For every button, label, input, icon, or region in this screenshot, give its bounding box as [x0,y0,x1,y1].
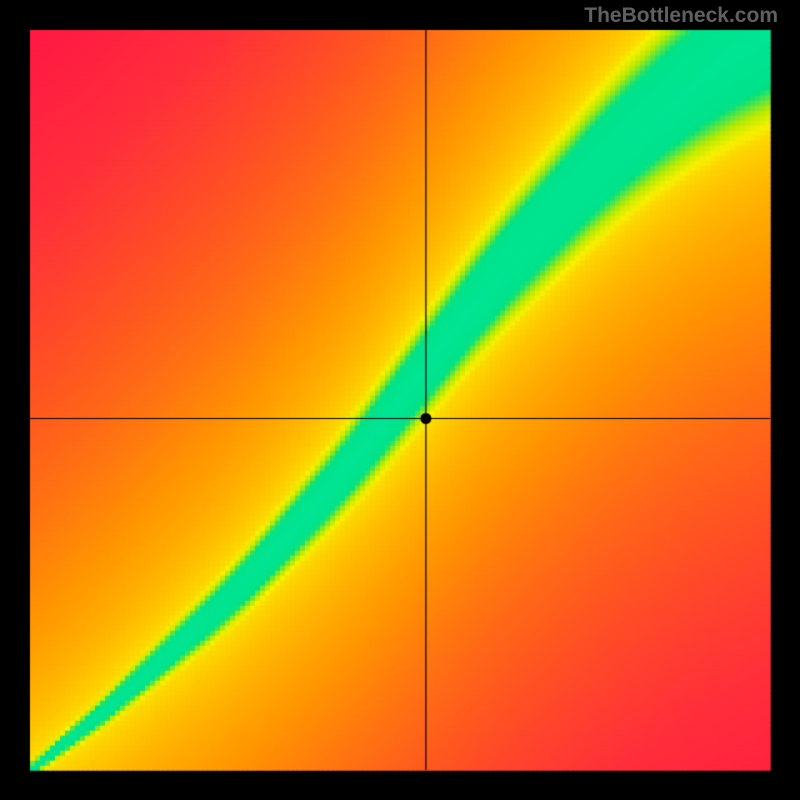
watermark-text: TheBottleneck.com [584,4,778,28]
bottleneck-heatmap [0,0,800,800]
chart-container: TheBottleneck.com [0,0,800,800]
